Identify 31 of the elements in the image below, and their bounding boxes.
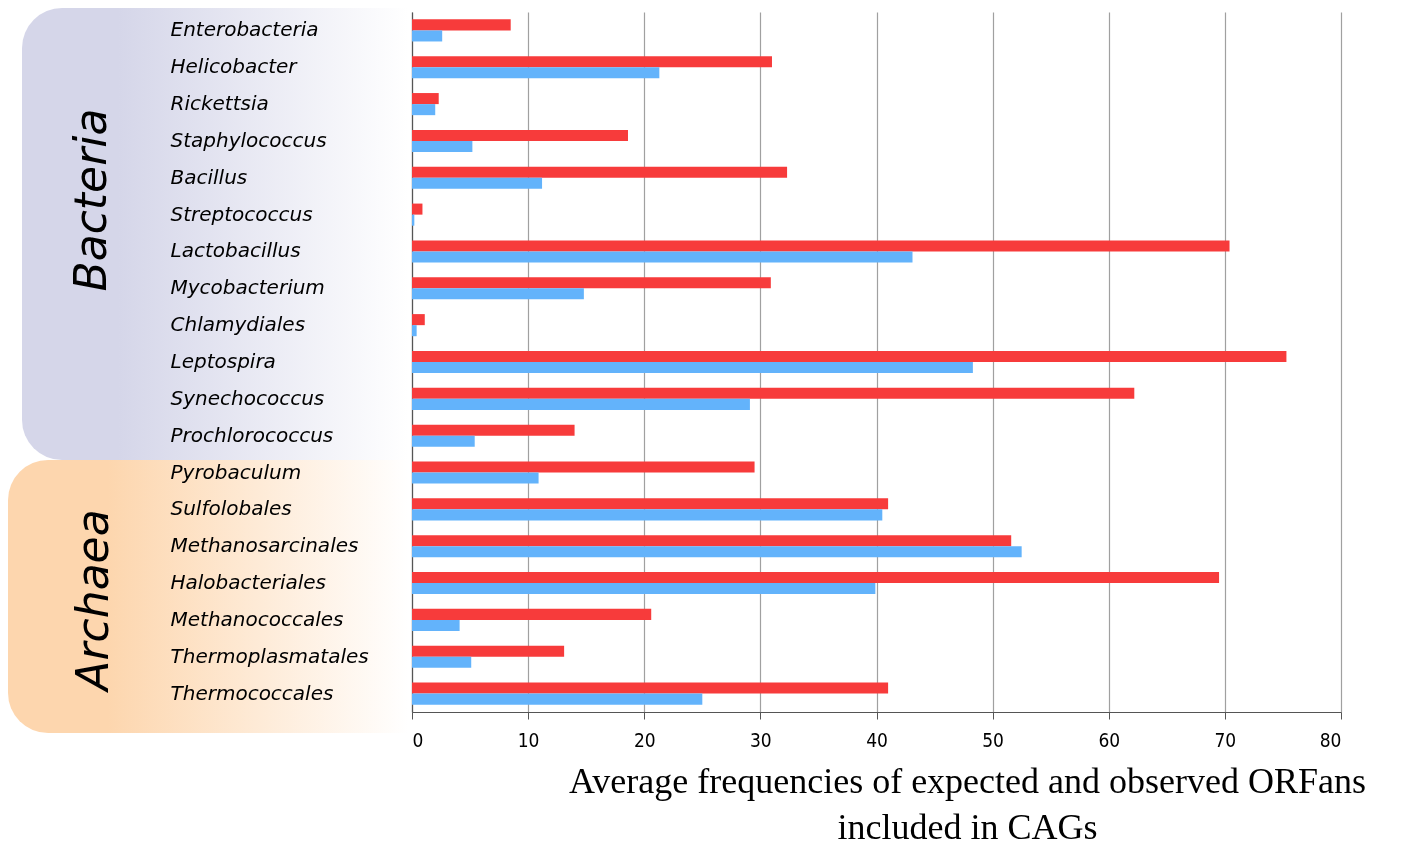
x-tick-label: 70 bbox=[1214, 728, 1237, 751]
y-tick-label: Sulfolobales bbox=[170, 496, 292, 521]
y-tick-label: Staphylococcus bbox=[170, 127, 327, 152]
x-tick-label: 20 bbox=[633, 728, 656, 751]
y-tick-label: Halobacteriales bbox=[170, 570, 326, 595]
x-tick-label: 40 bbox=[866, 728, 888, 751]
y-tick-label: Thermococcales bbox=[170, 680, 334, 705]
y-tick-label: Bacillus bbox=[170, 164, 248, 189]
y-tick-label: Chlamydiales bbox=[170, 312, 306, 337]
x-tick-label: 0 bbox=[412, 728, 424, 751]
y-tick-label: Thermoplasmatales bbox=[170, 643, 369, 668]
y-tick-label: Methanosarcinales bbox=[170, 533, 359, 558]
text: Bacteria bbox=[64, 108, 116, 292]
y-tick-label: Streptococcus bbox=[170, 201, 313, 226]
x-tick-label: 80 bbox=[1319, 728, 1342, 751]
y-tick-label: Synechococcus bbox=[170, 385, 325, 410]
y-tick-label: Helicobacter bbox=[170, 54, 299, 79]
y-tick-label: Lactobacillus bbox=[170, 238, 301, 263]
y-tick-label: Enterobacteria bbox=[170, 17, 319, 42]
y-tick-label: Prochlorococcus bbox=[170, 422, 334, 447]
y-tick-label: Leptospira bbox=[170, 349, 276, 373]
x-tick-label: 60 bbox=[1098, 728, 1121, 751]
y-tick-label: Mycobacterium bbox=[170, 275, 325, 300]
x-tick-label: 30 bbox=[750, 728, 772, 751]
x-tick-label: 10 bbox=[517, 728, 540, 751]
text: Archaea bbox=[66, 509, 118, 691]
y-tick-label: Methanococcales bbox=[170, 606, 344, 631]
x-axis-title: Average frequencies of expected and observed ORFans included in CAGs bbox=[568, 760, 1367, 847]
y-tick-label: Rickettsia bbox=[170, 91, 269, 116]
x-tick-label: 50 bbox=[982, 728, 1004, 751]
y-tick-label: Pyrobaculum bbox=[170, 459, 302, 484]
